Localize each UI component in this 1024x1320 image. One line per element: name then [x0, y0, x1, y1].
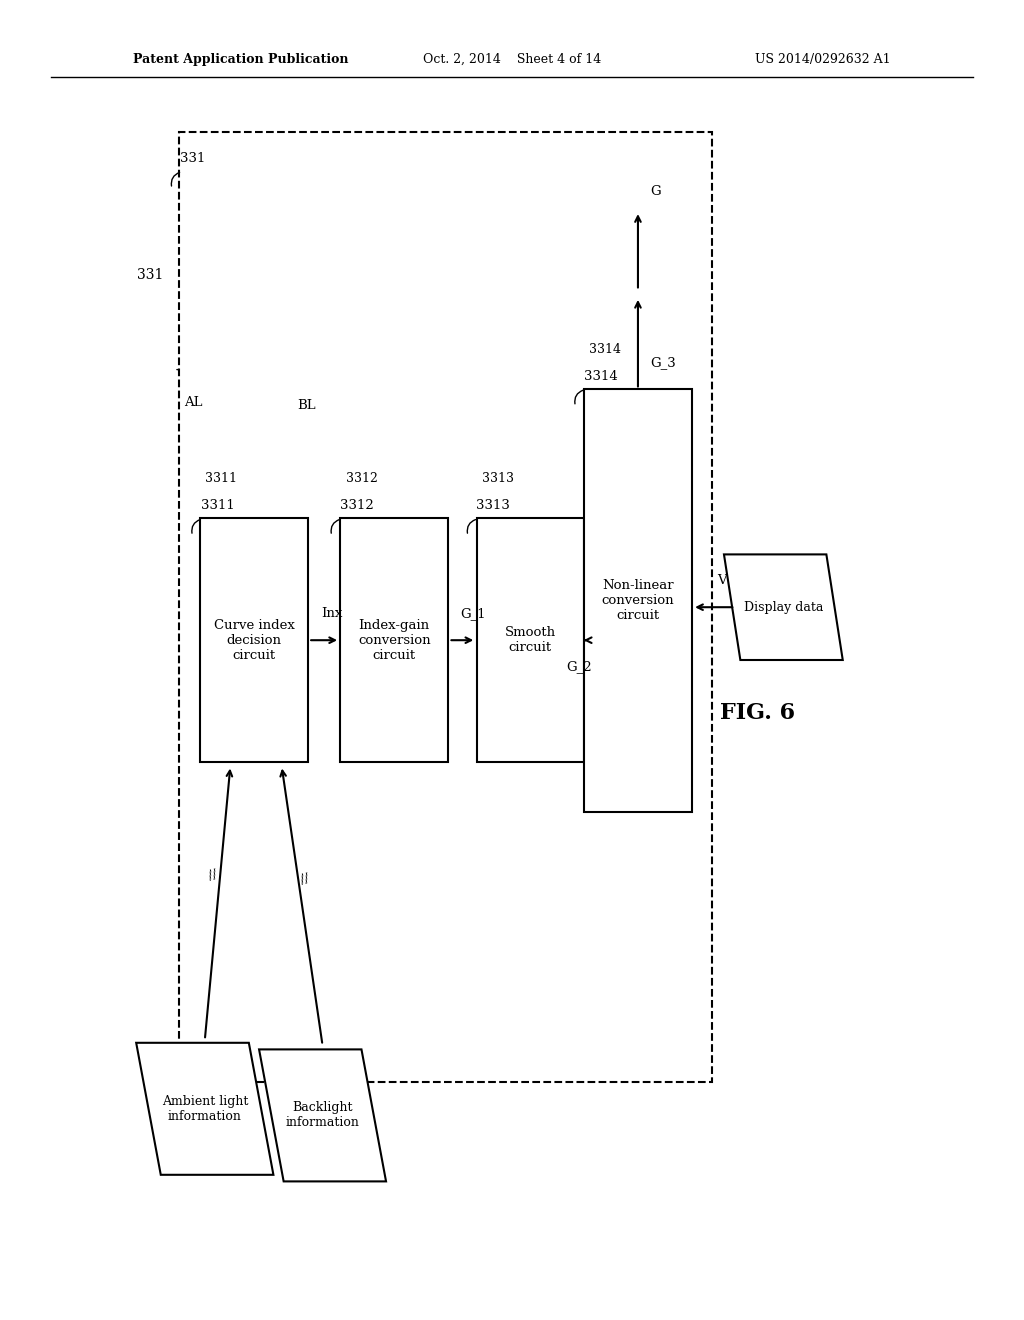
FancyBboxPatch shape	[340, 519, 449, 763]
Text: AL: AL	[184, 396, 203, 409]
Text: G_2: G_2	[566, 660, 592, 673]
Text: G_3: G_3	[650, 356, 676, 370]
Text: 3313: 3313	[476, 499, 510, 512]
Text: //: //	[207, 867, 219, 883]
Text: //: //	[299, 871, 311, 887]
Text: Patent Application Publication: Patent Application Publication	[133, 53, 348, 66]
Text: Smooth
circuit: Smooth circuit	[505, 626, 556, 655]
Text: G: G	[650, 185, 660, 198]
Text: 3312: 3312	[346, 473, 378, 484]
Text: BL: BL	[297, 399, 315, 412]
Polygon shape	[136, 1043, 273, 1175]
Text: Non-linear
conversion
circuit: Non-linear conversion circuit	[602, 579, 674, 622]
Text: G_1: G_1	[460, 607, 485, 620]
Text: 3314: 3314	[590, 343, 622, 356]
Text: Oct. 2, 2014    Sheet 4 of 14: Oct. 2, 2014 Sheet 4 of 14	[423, 53, 601, 66]
Text: 3311: 3311	[205, 473, 238, 484]
Text: 3313: 3313	[482, 473, 514, 484]
Text: 331: 331	[180, 152, 206, 165]
Polygon shape	[724, 554, 843, 660]
Text: Index-gain
conversion
circuit: Index-gain conversion circuit	[358, 619, 430, 661]
Text: Display data: Display data	[743, 601, 823, 614]
Text: Inx: Inx	[322, 607, 343, 620]
FancyBboxPatch shape	[201, 519, 307, 763]
Text: Curve index
decision
circuit: Curve index decision circuit	[214, 619, 294, 661]
Polygon shape	[259, 1049, 386, 1181]
FancyBboxPatch shape	[477, 519, 584, 763]
Text: Ambient light
information: Ambient light information	[162, 1094, 248, 1123]
Text: Backlight
information: Backlight information	[286, 1101, 359, 1130]
Text: US 2014/0292632 A1: US 2014/0292632 A1	[756, 53, 891, 66]
Text: 3311: 3311	[201, 499, 234, 512]
Text: V: V	[717, 574, 726, 587]
Text: 3314: 3314	[584, 370, 617, 383]
Text: 331: 331	[137, 268, 164, 281]
FancyBboxPatch shape	[584, 389, 692, 812]
Text: FIG. 6: FIG. 6	[720, 702, 796, 723]
Text: 3312: 3312	[340, 499, 374, 512]
